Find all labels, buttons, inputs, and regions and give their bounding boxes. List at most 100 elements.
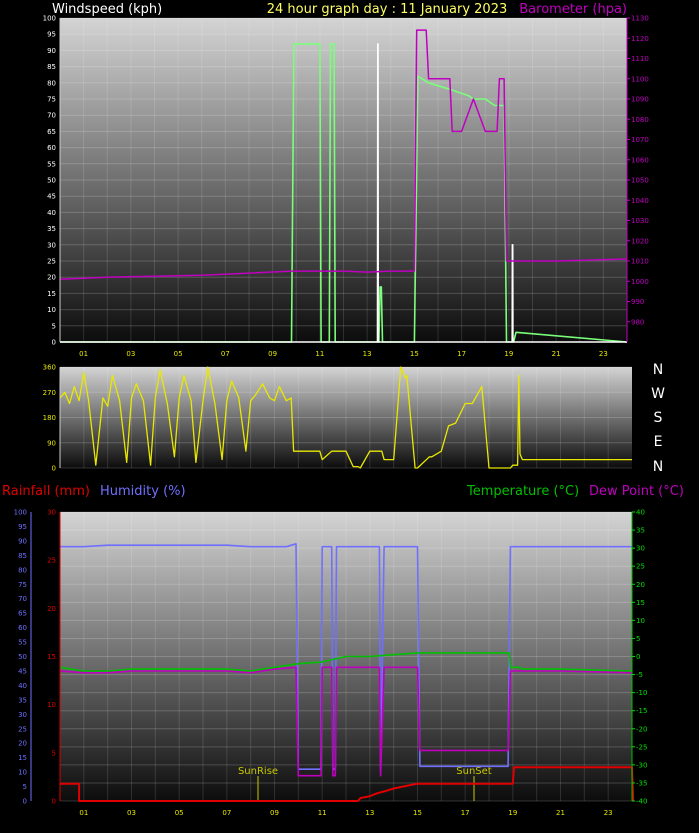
hum-line <box>60 543 632 770</box>
temp-y-tick: -5 <box>636 671 643 679</box>
temp-y-tick: 15 <box>636 599 645 607</box>
temperature-axis-title: Temperature (°C) <box>466 484 579 499</box>
rain-y-tick: 30 <box>47 509 56 517</box>
baro-y-tick-labels: 980 990 1000 1010 1020 1030 1040 1050 1060 1070 10… <box>627 15 649 326</box>
wind-x-tick: 03 <box>126 350 135 358</box>
wind-y-tick: 15 <box>47 290 56 298</box>
wind-y-tick: 45 <box>47 193 56 201</box>
wind-plot-area <box>60 18 627 342</box>
rain-y-tick: 5 <box>52 749 56 757</box>
rain-humidity-temp-panel: Rainfall (mm) Humidity (%) Temperature (… <box>2 484 684 817</box>
rain-plot-grid <box>60 511 632 802</box>
wind-x-tick: 21 <box>552 350 561 358</box>
wind-y-tick: 20 <box>47 274 56 282</box>
wind-y-tick: 95 <box>47 31 56 39</box>
baro-y-tick: 1100 <box>631 75 649 83</box>
rain-x-tick: 09 <box>270 809 279 817</box>
rain-x-tick: 11 <box>318 809 327 817</box>
baro-y-tick: 1050 <box>631 177 649 185</box>
humidity-y-tick: 30 <box>18 711 27 719</box>
wind-y-tick: 0 <box>52 339 56 347</box>
direction-plot-grid <box>60 366 632 469</box>
humidity-axis-title: Humidity (%) <box>100 484 186 499</box>
baro-y-tick: 990 <box>631 298 644 306</box>
wind-y-tick: 55 <box>47 160 56 168</box>
wind-x-tick: 11 <box>315 350 324 358</box>
wind-x-tick: 19 <box>504 350 513 358</box>
direction-plot-series <box>59 366 632 469</box>
sunset-label: SunSet <box>456 766 492 777</box>
wind-y-tick: 100 <box>43 15 56 23</box>
temp-y-tick: -35 <box>636 779 647 787</box>
baro-y-tick: 1000 <box>631 278 649 286</box>
wind-y-tick: 60 <box>47 144 56 152</box>
compass-label: E <box>654 434 663 450</box>
rain-x-tick-labels: 01 03 05 07 09 11 13 15 17 19 21 23 <box>79 809 612 817</box>
humidity-y-tick: 60 <box>18 624 27 632</box>
humidity-y-tick: 40 <box>18 682 27 690</box>
wind-y-tick: 90 <box>47 47 56 55</box>
temp-y-tick: -25 <box>636 743 647 751</box>
rain-x-tick: 13 <box>365 809 374 817</box>
rain-x-tick: 07 <box>222 809 231 817</box>
temp-y-tick: -40 <box>636 798 647 806</box>
rain-x-tick: 01 <box>79 809 88 817</box>
sun-markers: SunRise SunSet <box>238 766 492 801</box>
rain-x-tick: 19 <box>508 809 517 817</box>
wind-direction-panel: 0 90 180 270 360 N W S E N <box>43 362 665 475</box>
baro-line <box>59 29 628 280</box>
baro-y-tick: 1020 <box>631 237 649 245</box>
temp-y-tick: 40 <box>636 509 645 517</box>
rain-y-tick: 15 <box>47 653 56 661</box>
wind-x-tick: 07 <box>221 350 230 358</box>
rain-x-tick: 21 <box>556 809 565 817</box>
temp-y-tick-labels: -40 -35 -30 -25 -20 -15 -10 -5 0 5 10 15 20 25 30 35 40 <box>632 509 647 806</box>
gust-line <box>60 43 627 343</box>
rain-line <box>60 766 635 802</box>
baro-y-tick: 1090 <box>631 96 649 104</box>
compass-label: N <box>653 362 663 378</box>
temp-y-tick: 25 <box>636 563 645 571</box>
wind-x-tick: 13 <box>363 350 372 358</box>
rain-y-tick: 20 <box>47 605 56 613</box>
humidity-y-tick: 0 <box>23 798 27 806</box>
humidity-y-tick: 5 <box>23 783 27 791</box>
baro-y-tick: 1080 <box>631 116 649 124</box>
wind-y-tick: 25 <box>47 258 56 266</box>
temp-y-tick: 35 <box>636 527 645 535</box>
direction-y-tick: 0 <box>52 465 56 473</box>
temp-y-tick: -30 <box>636 761 647 769</box>
rain-y-tick: 25 <box>47 557 56 565</box>
rain-y-tick-labels: 0 5 10 15 20 25 30 <box>47 509 56 806</box>
humidity-y-tick: 25 <box>18 725 27 733</box>
rainfall-axis-title: Rainfall (mm) <box>2 484 90 499</box>
compass-label: N <box>653 459 663 475</box>
wind-x-tick: 09 <box>268 350 277 358</box>
rain-x-tick: 23 <box>604 809 613 817</box>
wind-y-tick: 5 <box>52 322 56 330</box>
humidity-y-tick: 15 <box>18 754 27 762</box>
direction-y-tick: 270 <box>43 389 56 397</box>
wind-y-tick: 50 <box>47 177 56 185</box>
humidity-y-tick: 20 <box>18 740 27 748</box>
humidity-y-tick: 70 <box>18 595 27 603</box>
wind-y-tick: 85 <box>47 63 56 71</box>
compass-label: S <box>654 410 663 426</box>
humidity-y-tick-labels: 0 5 10 15 20 25 30 35 40 45 50 55 60 65 70 75 80 85 90 95 10… <box>14 509 27 806</box>
baro-y-tick: 1110 <box>631 55 649 63</box>
rain-plot-series <box>59 543 635 802</box>
rain-x-tick: 05 <box>175 809 184 817</box>
baro-y-tick: 1130 <box>631 15 649 23</box>
wind-y-tick: 10 <box>47 306 56 314</box>
wind-barometer-panel: 0510152025303540455055606570758085909510… <box>43 2 649 358</box>
humidity-y-tick: 75 <box>18 581 27 589</box>
baro-y-tick: 980 <box>631 318 644 326</box>
baro-y-tick: 1040 <box>631 197 649 205</box>
temp-y-tick: -20 <box>636 725 647 733</box>
temp-y-tick: 20 <box>636 581 645 589</box>
rain-x-tick: 17 <box>461 809 470 817</box>
temp-y-tick: -10 <box>636 689 647 697</box>
wind-x-tick: 15 <box>410 350 419 358</box>
humidity-y-tick: 65 <box>18 610 27 618</box>
